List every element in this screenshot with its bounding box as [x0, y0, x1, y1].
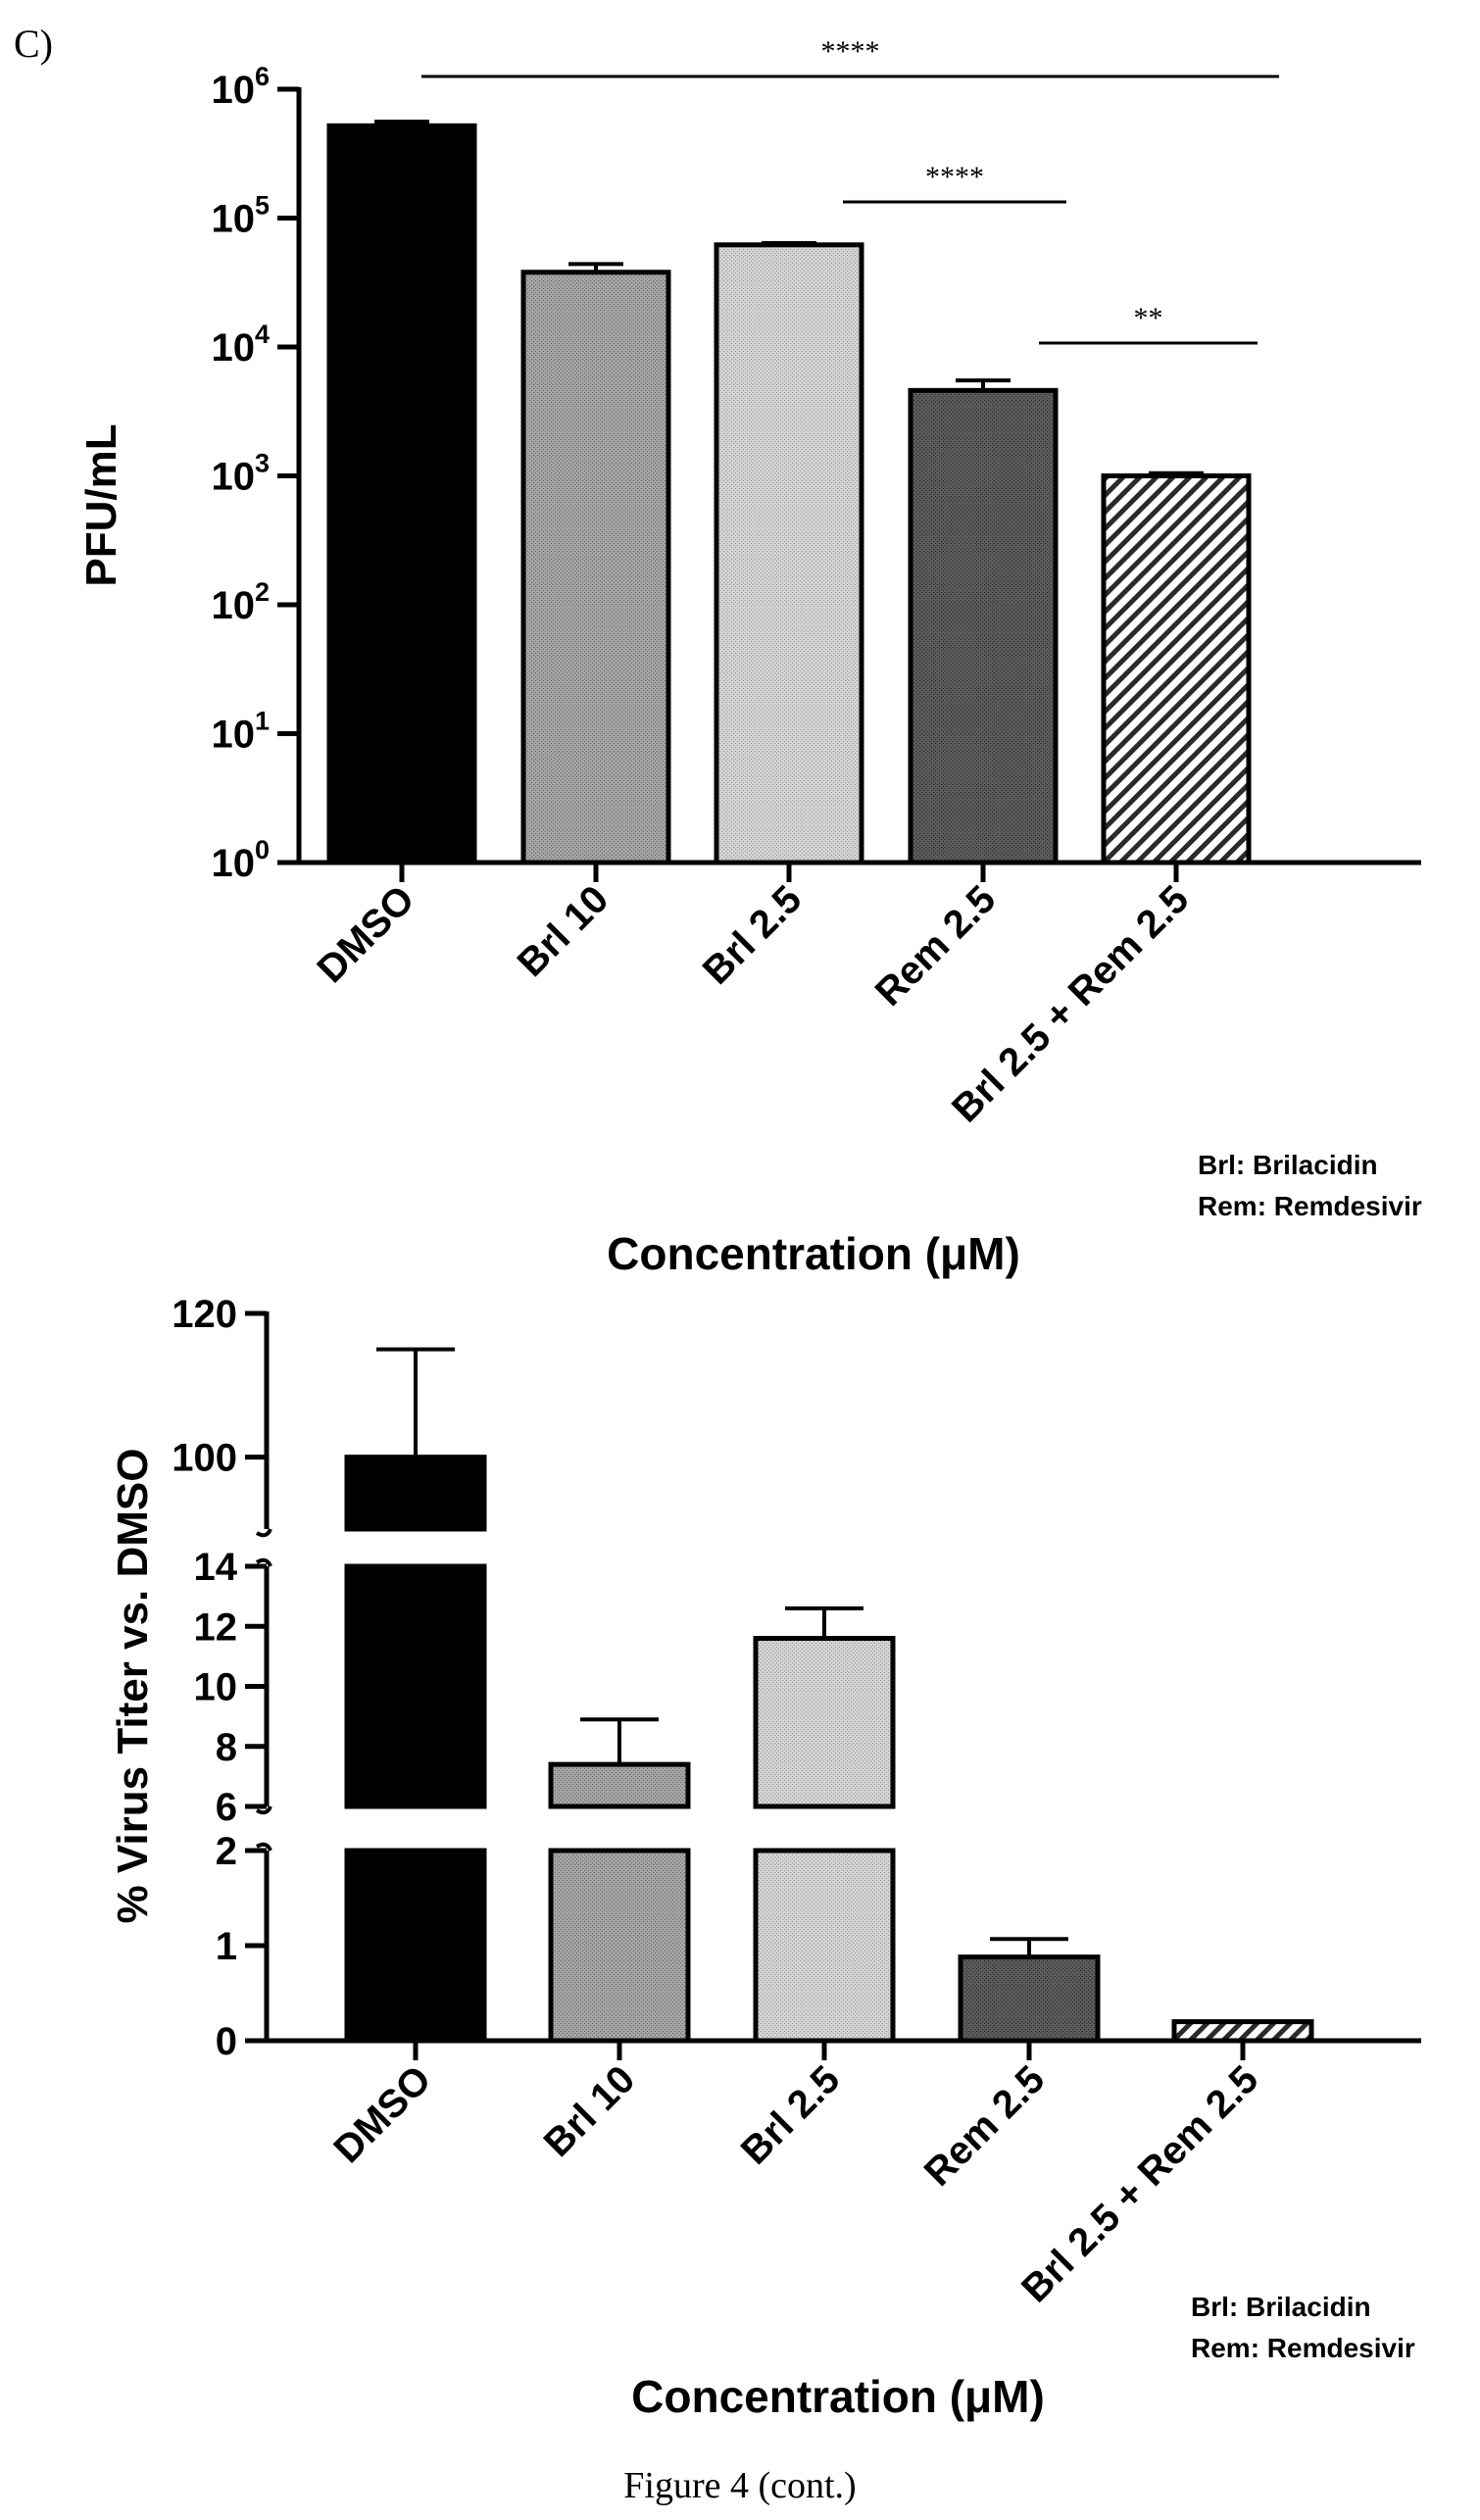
x-tick-label: DMSO — [309, 877, 422, 991]
abbrev-note: Brl: Brilacidin — [1191, 2292, 1371, 2322]
bar-segment — [344, 1563, 487, 1809]
bar-segment — [548, 1848, 691, 2044]
y-tick-label: 12 — [194, 1606, 238, 1649]
x-tick-label: Rem 2.5 — [867, 877, 1005, 1014]
x-tick-label: Brl 2.5 — [733, 2057, 849, 2173]
y-tick-label: 1 — [216, 1925, 237, 1968]
bar — [520, 270, 671, 865]
bar-segment — [958, 1954, 1101, 2044]
bar-segment — [1171, 2019, 1314, 2044]
significance-label: **** — [925, 161, 984, 193]
x-axis-label: Concentration (μM) — [631, 2371, 1045, 2422]
bar — [326, 123, 477, 865]
x-tick-label: Brl 2.5 — [695, 877, 811, 993]
chart-pfu-log: 100 101 102 103 104 105 106 DMSO Brl 10 Brl 2.5 Re… — [77, 35, 1422, 1279]
y-tick-label: 103 — [211, 449, 270, 499]
y-tick-label: 6 — [216, 1786, 237, 1829]
y-tick-label: 106 — [211, 62, 270, 112]
bar-segment — [344, 1848, 487, 2044]
axis-break-mark — [255, 1805, 272, 1815]
x-tick-label: Brl 10 — [536, 2057, 644, 2165]
abbrev-note: Rem: Remdesivir — [1198, 1191, 1422, 1221]
bar — [908, 387, 1059, 865]
x-tick-label: Brl 2.5 + Rem 2.5 — [1013, 2057, 1266, 2310]
axis-break-mark — [255, 1842, 272, 1852]
significance-label: ** — [1134, 302, 1163, 334]
y-tick-label: 0 — [216, 2020, 237, 2063]
y-axis-label: % Virus Titer vs. DMSO — [109, 1449, 157, 1924]
y-tick-label: 10 — [194, 1666, 238, 1709]
y-tick-label: 104 — [211, 320, 270, 370]
bar-segment — [344, 1455, 487, 1532]
panel-label: C) — [14, 22, 53, 66]
figure-caption: Figure 4 (cont.) — [623, 2465, 856, 2506]
x-axis-label: Concentration (μM) — [607, 1228, 1020, 1279]
bar-segment — [753, 1848, 896, 2044]
y-tick-label: 101 — [211, 707, 270, 757]
significance-label: **** — [821, 35, 880, 68]
abbrev-note: Rem: Remdesivir — [1191, 2333, 1415, 2363]
y-tick-label: 100 — [211, 835, 270, 885]
x-tick-label: Rem 2.5 — [916, 2057, 1054, 2195]
x-tick-label: Brl 10 — [510, 877, 617, 985]
y-tick-label: 14 — [194, 1546, 238, 1589]
y-tick-label: 2 — [216, 1830, 237, 1873]
x-tick-label: DMSO — [325, 2057, 439, 2171]
y-tick-label: 8 — [216, 1726, 237, 1769]
axis-break-mark — [255, 1557, 272, 1567]
bar — [1101, 473, 1252, 865]
bar-segment — [753, 1636, 896, 1809]
abbrev-note: Brl: Brilacidin — [1198, 1150, 1378, 1180]
y-tick-label: 120 — [172, 1293, 237, 1336]
y-axis-label: PFU/mL — [77, 423, 125, 586]
y-tick-label: 102 — [211, 577, 270, 627]
bar — [714, 242, 864, 865]
axis-break-mark — [255, 1528, 272, 1538]
y-tick-label: 100 — [172, 1437, 237, 1480]
y-tick-label: 105 — [211, 191, 270, 241]
bar-segment — [548, 1761, 691, 1809]
